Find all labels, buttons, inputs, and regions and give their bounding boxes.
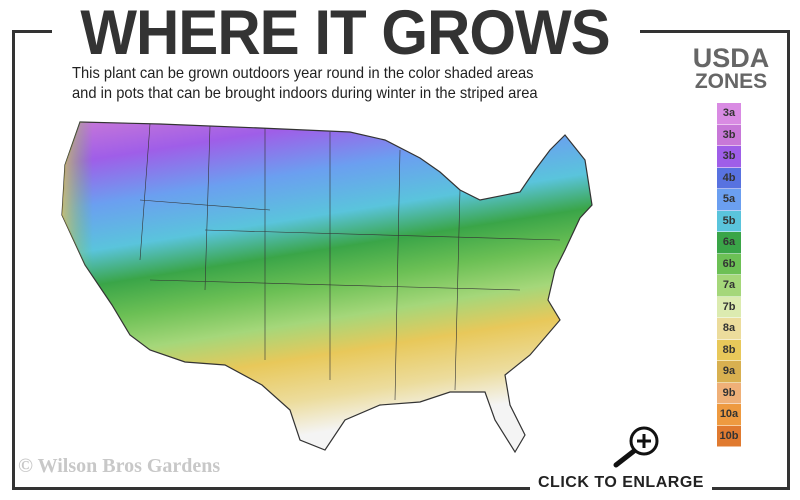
legend-title-usda: USDA	[692, 43, 770, 73]
legend-swatch-10a: 10a	[717, 404, 741, 426]
subtitle: This plant can be grown outdoors year ro…	[72, 64, 538, 104]
frame-right	[787, 30, 790, 490]
frame-top-right	[640, 30, 790, 33]
legend-swatch-6b: 6b	[717, 253, 741, 275]
state-borders	[139, 123, 561, 401]
legend-swatch-8a: 8a	[717, 318, 741, 340]
zone-legend: 3a 3b 3b 4b 5a 5b 6a 6b 7a 7b 8a 8b 9a 9b 10a 10b	[717, 103, 741, 447]
legend-swatch-8b: 8b	[717, 339, 741, 361]
frame-top-left	[12, 30, 52, 33]
legend-swatch-7a: 7a	[717, 275, 741, 297]
subtitle-line-2: and in pots that can be brought indoors …	[72, 85, 538, 102]
legend-swatch-7b: 7b	[717, 296, 741, 318]
legend-swatch-5b: 5b	[717, 210, 741, 232]
frame-bottom	[12, 487, 790, 490]
west-coast-warm-band	[62, 122, 185, 362]
legend-swatch-3b: 3b	[717, 146, 741, 168]
subtitle-line-1: This plant can be grown outdoors year ro…	[72, 65, 534, 82]
legend-title-zones: ZONES	[694, 70, 768, 93]
legend-swatch-5a: 5a	[717, 189, 741, 211]
legend-swatch-10b: 10b	[717, 425, 741, 447]
magnifier-plus-icon[interactable]	[610, 425, 666, 469]
legend-swatch-3b: 3b	[717, 124, 741, 146]
legend-swatch-9b: 9b	[717, 382, 741, 404]
legend-title: USDA ZONES	[676, 43, 786, 94]
frame-left	[12, 30, 15, 490]
legend-swatch-9a: 9a	[717, 361, 741, 383]
click-to-enlarge-button[interactable]: CLICK TO ENLARGE	[530, 474, 712, 492]
page-title: WHERE IT GROWS	[60, 0, 630, 69]
legend-swatch-4b: 4b	[717, 167, 741, 189]
watermark: © Wilson Bros Gardens	[18, 455, 221, 477]
legend-swatch-3a: 3a	[717, 103, 741, 125]
legend-swatch-6a: 6a	[717, 232, 741, 254]
